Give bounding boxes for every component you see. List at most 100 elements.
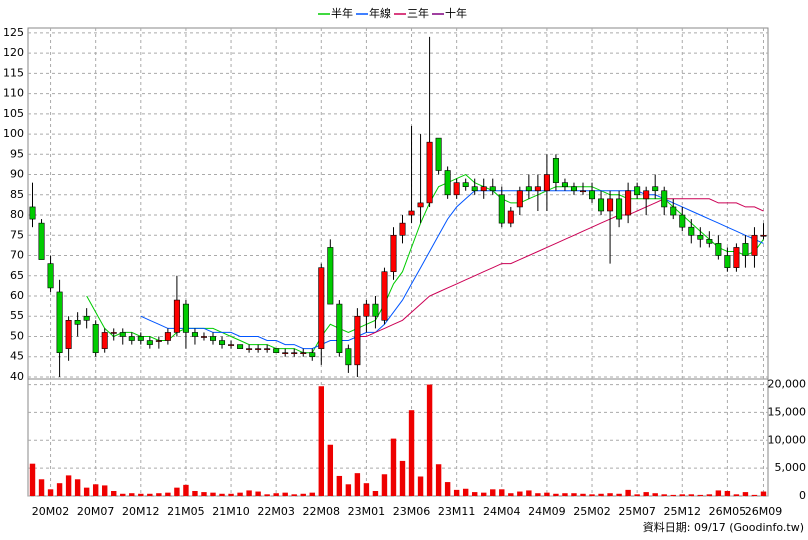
volume-bar — [174, 487, 180, 496]
candle-body — [128, 336, 135, 341]
y2-tick-label: 15,000 — [768, 405, 807, 418]
volume-bar — [228, 493, 234, 496]
volume-bar — [580, 493, 586, 496]
volume-bar — [589, 494, 595, 496]
candle-body — [354, 315, 361, 366]
volume-bar — [526, 490, 532, 496]
candle-body — [417, 202, 424, 208]
x-tick-label: 22M03 — [257, 505, 295, 518]
candle-body — [38, 222, 45, 260]
candle-body — [435, 137, 442, 171]
candle-body — [255, 348, 262, 350]
candle-body — [56, 291, 63, 353]
y-tick-label: 105 — [3, 107, 24, 120]
volume-bar — [29, 463, 36, 496]
volume-bar — [724, 490, 731, 496]
volume-bar — [255, 491, 261, 496]
candle-body — [74, 319, 81, 325]
candle-body — [607, 198, 614, 212]
volume-bar — [751, 494, 758, 496]
volume-bar — [688, 494, 694, 496]
volume-bar — [535, 493, 541, 496]
candle-body — [516, 190, 523, 208]
volume-bar — [111, 490, 117, 496]
candle-body — [489, 186, 496, 192]
candle-body — [228, 344, 235, 346]
candle-body — [336, 303, 343, 353]
candle-body — [598, 198, 605, 212]
x-tick-label: 25M02 — [573, 505, 611, 518]
volume-bar — [363, 483, 370, 496]
candle-body — [309, 352, 316, 358]
volume-bar — [571, 493, 577, 496]
candle-body — [146, 340, 153, 345]
x-tick-label: 23M06 — [393, 505, 431, 518]
x-tick-label: 25M07 — [618, 505, 656, 518]
ma-line — [140, 190, 764, 350]
volume-bar — [643, 492, 649, 496]
volume-bar — [336, 475, 343, 496]
candle-body — [327, 247, 334, 305]
volume-bar — [92, 484, 99, 496]
volume-bar — [102, 485, 108, 496]
candle-body — [507, 210, 514, 224]
candle-body — [751, 234, 758, 256]
y-tick-label: 40 — [10, 370, 24, 383]
volume-bar — [345, 484, 352, 496]
volume-bar — [309, 492, 315, 496]
candle-body — [697, 234, 704, 240]
candle-body — [200, 336, 207, 338]
y-tick-label: 125 — [3, 26, 24, 39]
legend-label: 半年 — [331, 6, 353, 20]
candle-body — [273, 348, 280, 353]
volume-bar — [201, 492, 207, 496]
volume-bar — [291, 494, 297, 496]
volume-bar — [417, 476, 424, 496]
volume-bar — [38, 479, 45, 496]
candle-body — [83, 315, 90, 321]
candle-body — [426, 141, 433, 204]
volume-bar — [300, 493, 306, 496]
candle-body — [110, 332, 117, 334]
candle-body — [65, 319, 72, 349]
candle-body — [579, 190, 587, 193]
y-tick-label: 70 — [10, 249, 24, 262]
x-tick-label: 23M01 — [348, 505, 386, 518]
y-tick-label: 80 — [10, 208, 24, 221]
candle-body — [543, 174, 550, 192]
volume-bar — [490, 489, 496, 496]
y2-tick-label: 20,000 — [768, 378, 807, 391]
candle-body — [209, 336, 217, 341]
volume-bar — [354, 473, 361, 496]
volume-bar — [318, 386, 324, 496]
candle-body — [688, 226, 695, 236]
volume-bar — [219, 493, 225, 496]
candle-body — [182, 303, 189, 333]
volume-bar — [129, 493, 135, 496]
y-tick-label: 100 — [3, 127, 24, 140]
candle-body — [119, 332, 126, 337]
candle-body — [246, 348, 253, 350]
x-tick-label: 25M12 — [664, 505, 702, 518]
candle-body — [471, 186, 478, 192]
volume-bar — [453, 489, 460, 496]
candle-body — [706, 239, 713, 244]
legend-label: 十年 — [445, 6, 467, 20]
candle-body — [291, 352, 298, 354]
candle-body — [282, 352, 289, 354]
candle-body — [219, 340, 226, 345]
candle-body — [164, 332, 171, 341]
y2-tick-label: 0 — [799, 489, 806, 502]
volume-bar — [183, 484, 189, 496]
candle-body — [616, 198, 623, 220]
volume-bar — [607, 493, 613, 496]
volume-bar — [74, 479, 81, 496]
candle-body — [300, 352, 307, 354]
volume-bar — [444, 482, 451, 496]
volume-bar — [706, 494, 713, 496]
candle-body — [47, 263, 54, 289]
volume-bar — [138, 493, 144, 496]
volume-bar — [83, 487, 90, 496]
y-tick-label: 60 — [10, 289, 24, 302]
candle-body — [760, 234, 767, 237]
